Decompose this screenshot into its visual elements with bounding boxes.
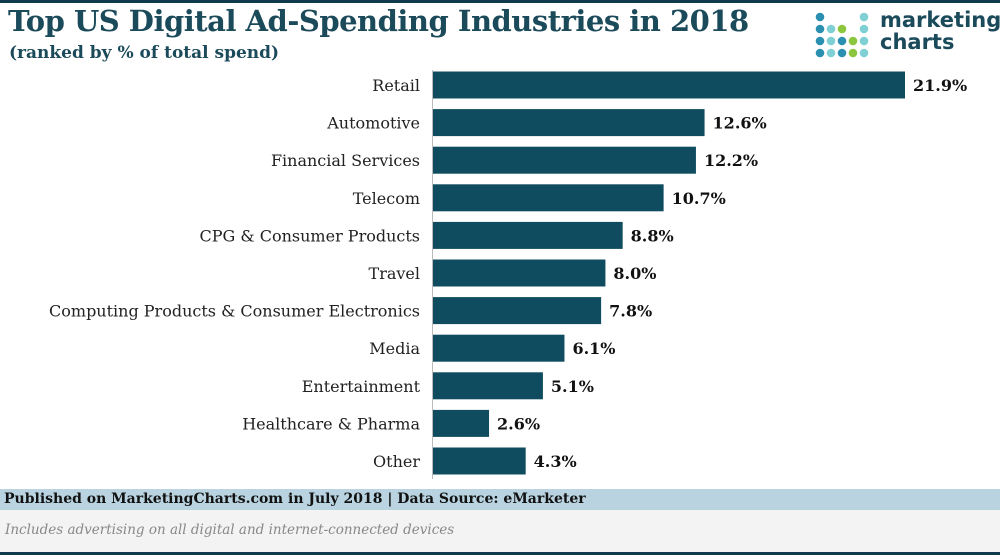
category-label: Retail — [372, 76, 420, 95]
logo-dot — [815, 36, 825, 46]
logo-dot — [848, 36, 858, 46]
category-label: Healthcare & Pharma — [242, 414, 420, 433]
bar-5 — [433, 259, 606, 287]
bar-3 — [433, 184, 664, 212]
logo-dot — [859, 36, 869, 46]
top-border — [0, 0, 1000, 3]
category-label: CPG & Consumer Products — [200, 226, 420, 245]
value-label: 5.1% — [551, 377, 594, 396]
bar-2 — [433, 146, 696, 174]
bar-1 — [433, 109, 705, 137]
bar-chart: Retail 21.9% Automotive 12.6% Financial Serv… — [49, 70, 967, 479]
logo-dot — [826, 48, 836, 58]
logo-dot — [859, 12, 869, 22]
value-label: 4.3% — [534, 452, 577, 471]
logo-dot — [837, 24, 847, 34]
logo-dot — [859, 24, 869, 34]
bar-4 — [433, 221, 623, 249]
value-label: 21.9% — [913, 76, 967, 95]
value-label: 8.0% — [613, 264, 656, 283]
logo-dot — [859, 48, 869, 58]
logo-dot — [815, 48, 825, 58]
footnote: Includes advertising on all digital and … — [5, 522, 455, 538]
source-band: Published on MarketingCharts.com in July… — [0, 489, 1000, 510]
bar-7 — [433, 334, 565, 362]
bar-9 — [433, 409, 490, 437]
category-label: Entertainment — [302, 377, 421, 396]
chart-title: Top US Digital Ad-Spending Industries in… — [8, 4, 749, 38]
logo-dot — [826, 36, 836, 46]
value-label: 12.6% — [713, 114, 767, 133]
logo-line2: charts — [880, 30, 955, 54]
category-label: Other — [373, 452, 420, 471]
category-label: Telecom — [353, 189, 420, 208]
chart-subtitle: (ranked by % of total spend) — [9, 43, 280, 63]
bottom-border — [0, 552, 1000, 555]
category-label: Financial Services — [271, 151, 420, 170]
logo-dots-icon — [815, 12, 869, 58]
logo-dot — [815, 12, 825, 22]
value-label: 10.7% — [672, 189, 726, 208]
category-label: Travel — [369, 264, 420, 283]
logo-dot — [848, 48, 858, 58]
logo-dot — [815, 24, 825, 34]
category-label: Media — [369, 339, 420, 358]
bar-8 — [433, 372, 543, 400]
bar-6 — [433, 297, 602, 325]
value-label: 12.2% — [704, 151, 758, 170]
marketingcharts-logo: marketing charts — [815, 9, 1000, 58]
logo-dot — [837, 36, 847, 46]
category-label: Computing Products & Consumer Electronic… — [49, 302, 420, 321]
value-label: 8.8% — [631, 226, 674, 245]
category-label: Automotive — [326, 114, 420, 133]
bar-10 — [433, 447, 526, 475]
logo-dot — [826, 24, 836, 34]
value-label: 2.6% — [497, 414, 540, 433]
bar-0 — [433, 71, 905, 99]
value-label: 7.8% — [609, 302, 652, 321]
note-area: Includes advertising on all digital and … — [0, 510, 1000, 552]
logo-dot — [837, 48, 847, 58]
value-label: 6.1% — [572, 339, 615, 358]
logo-line1: marketing — [880, 8, 1000, 32]
